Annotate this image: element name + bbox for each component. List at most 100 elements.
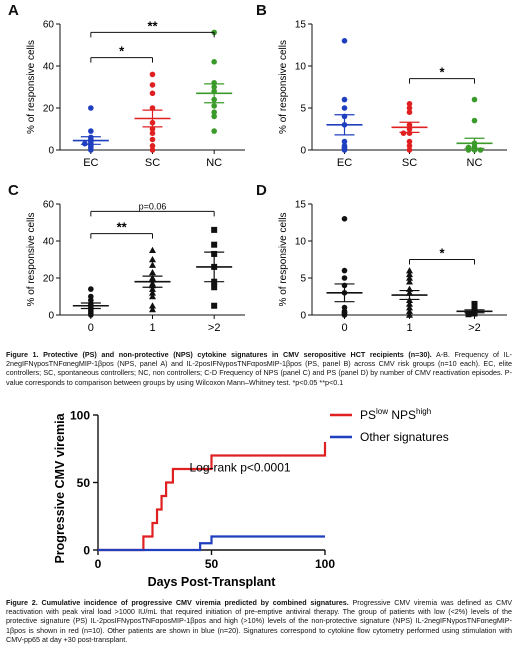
data-point xyxy=(211,302,218,309)
y-tick-label: 0 xyxy=(48,146,54,157)
y-axis-label: % of responsive cells xyxy=(278,213,289,307)
data-point xyxy=(149,302,156,309)
significance-label: * xyxy=(439,65,445,80)
data-point xyxy=(406,311,413,318)
data-point xyxy=(341,312,348,318)
figure2-chart: 0 50 100 0 50 100 Days Post-Transplant Progress… xyxy=(53,407,449,589)
data-point xyxy=(341,38,348,44)
figure2-caption: Figure 2. Cumulative incidence of progre… xyxy=(6,598,512,644)
data-point xyxy=(341,216,348,222)
data-point xyxy=(406,278,413,285)
data-point xyxy=(88,147,94,153)
data-point xyxy=(341,105,348,111)
data-point xyxy=(406,147,413,153)
data-point xyxy=(211,103,217,109)
data-point xyxy=(341,147,348,153)
data-point xyxy=(149,130,156,136)
data-point xyxy=(406,101,413,107)
y-tick-label: 20 xyxy=(43,274,55,285)
data-point xyxy=(406,105,413,111)
y-tick-label: 50 xyxy=(77,476,91,490)
y-axis-label: % of responsive cells xyxy=(26,213,37,307)
y-tick-label: 10 xyxy=(295,62,307,73)
y-tick-label: 10 xyxy=(295,237,307,248)
panel-letter-a: A xyxy=(8,2,19,19)
figure2-caption-body: Progressive CMV viremia was defined as C… xyxy=(6,598,512,644)
x-tick-label: 0 xyxy=(95,557,102,571)
data-point xyxy=(88,286,94,292)
significance-label: ** xyxy=(117,220,128,235)
data-point xyxy=(211,226,218,233)
data-point xyxy=(341,275,348,281)
panel-d-chart: 0 5 10 15 % of responsive cells 0 1 >2 * xyxy=(278,200,507,334)
survival-curve-other-signatures xyxy=(98,535,325,552)
data-point xyxy=(406,307,413,315)
data-point xyxy=(341,267,348,274)
x-tick-label: SC xyxy=(402,157,417,169)
data-point xyxy=(149,105,156,111)
data-point xyxy=(471,117,478,124)
data-point xyxy=(149,289,156,296)
data-point xyxy=(149,147,156,153)
x-tick-label: 100 xyxy=(315,557,335,571)
y-axis-label: Progressive CMV viremia xyxy=(53,412,67,563)
x-tick-label: NC xyxy=(467,157,483,169)
y-axis-label: % of responsive cells xyxy=(26,40,37,134)
significance-label: p=0.06 xyxy=(139,201,167,211)
y-tick-label: 20 xyxy=(43,104,55,115)
data-point xyxy=(149,126,156,132)
survival-curve-pslow-npshigh xyxy=(98,442,327,552)
y-tick-label: 15 xyxy=(295,20,307,31)
data-point xyxy=(149,261,156,268)
y-tick-label: 60 xyxy=(43,200,55,211)
panel-b-chart: 0 5 10 15 % of responsive cells EC SC NC * xyxy=(278,20,507,169)
data-point xyxy=(149,268,156,276)
y-tick-label: 0 xyxy=(48,311,54,322)
y-tick-label: 60 xyxy=(43,20,55,31)
figure1-caption-title: Figure 1. Protective (PS) and non-protec… xyxy=(6,350,432,359)
data-point xyxy=(149,136,156,143)
x-tick-label: 1 xyxy=(406,322,412,334)
y-tick-label: 5 xyxy=(300,274,306,285)
y-tick-label: 0 xyxy=(300,311,306,322)
data-point xyxy=(211,59,217,65)
x-tick-label: 50 xyxy=(205,557,219,571)
data-point xyxy=(211,241,218,248)
y-tick-label: 0 xyxy=(83,544,90,558)
data-point xyxy=(149,305,156,313)
data-point xyxy=(88,312,94,318)
x-tick-label: >2 xyxy=(468,322,481,334)
x-tick-label: >2 xyxy=(208,322,221,334)
data-point xyxy=(406,304,413,311)
x-tick-label: SC xyxy=(145,157,160,169)
data-point xyxy=(465,311,472,318)
data-point xyxy=(471,310,478,317)
data-point xyxy=(406,274,413,281)
data-point xyxy=(406,138,413,145)
data-point xyxy=(211,284,218,291)
data-point xyxy=(406,300,413,307)
data-point xyxy=(406,143,413,149)
data-point xyxy=(88,105,94,111)
x-tick-label: 0 xyxy=(88,322,94,334)
data-point xyxy=(149,285,156,292)
figure2-caption-title: Figure 2. Cumulative incidence of progre… xyxy=(6,598,349,607)
data-point xyxy=(406,270,413,278)
legend-label: Other signatures xyxy=(360,430,449,444)
y-tick-label: 40 xyxy=(43,237,55,248)
x-axis-label: Days Post-Transplant xyxy=(148,575,277,589)
data-point xyxy=(211,128,217,134)
y-tick-label: 100 xyxy=(70,409,90,423)
figure1-caption-body: A-B. Frequency of IL-2negIFNγposTNFαnegM… xyxy=(6,350,512,387)
panel-letter-d: D xyxy=(256,182,267,199)
significance-label: * xyxy=(439,246,445,261)
panel-c-chart: 0 20 40 60 % of responsive cells 0 1 >2 ** p=0.06 xyxy=(26,200,245,334)
data-point xyxy=(471,300,478,307)
y-tick-label: 15 xyxy=(295,200,307,211)
data-point xyxy=(400,130,407,136)
y-tick-label: 40 xyxy=(43,62,55,73)
data-point xyxy=(471,96,478,103)
data-point xyxy=(211,113,217,120)
significance-label: * xyxy=(119,44,125,59)
panel-letter-c: C xyxy=(8,182,19,199)
